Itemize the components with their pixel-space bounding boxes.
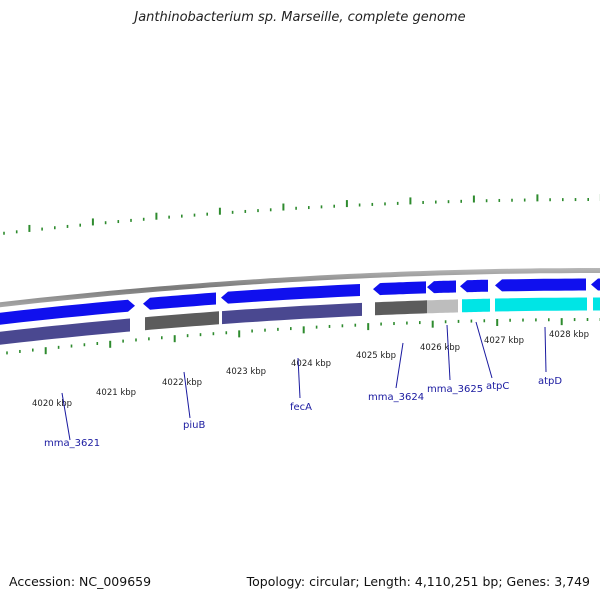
cds-mma_3625: [427, 280, 456, 294]
gene-leader-line: [544, 326, 547, 373]
scale-label: 4021 kbp: [96, 388, 136, 398]
gene-mma_3624: [375, 300, 427, 316]
scale-label: 4025 kbp: [356, 351, 396, 361]
gene-leader-line: [183, 371, 191, 419]
cds-atpC: [460, 279, 488, 293]
gene-label: atpC: [486, 381, 509, 392]
backbone-track: [0, 268, 600, 308]
scale-label: 4026 kbp: [420, 343, 460, 353]
gene-leader-line: [61, 392, 71, 441]
gene-label: mma_3624: [368, 392, 424, 403]
gene-label: piuB: [183, 420, 205, 431]
gene-leader-line: [446, 324, 451, 381]
cds-next: [591, 278, 600, 291]
accession-label: Accession: NC_009659: [9, 574, 152, 589]
gene-atpD: [495, 297, 587, 312]
scale-label: 4027 kbp: [484, 336, 524, 346]
cds-mma_3624: [373, 281, 426, 296]
gene-leader-line: [395, 342, 404, 389]
cds-mma_3621: [0, 299, 135, 325]
gene-leader-line: [297, 357, 301, 399]
gene-mma_3625: [427, 299, 458, 314]
gene-label: mma_3625: [427, 384, 483, 395]
gene-label: atpD: [538, 376, 562, 387]
gene-atpC: [462, 298, 490, 313]
scale-label: 4023 kbp: [226, 367, 266, 377]
gene-next: [593, 297, 600, 311]
scale-label: 4020 kbp: [32, 399, 72, 409]
gene-fecA: [222, 302, 362, 325]
topology-label: Topology: circular; Length: 4,110,251 bp…: [246, 574, 590, 589]
gene-mma_3621: [0, 318, 130, 345]
cds-atpD: [495, 278, 586, 292]
scale-label: 4024 kbp: [291, 359, 331, 369]
gene-label: mma_3621: [44, 438, 100, 449]
map-title: Janthinobacterium sp. Marseille, complet…: [134, 10, 466, 25]
cds-piuB: [143, 292, 216, 310]
scale-label: 4028 kbp: [549, 330, 589, 340]
gene-piuB: [145, 311, 219, 331]
gene-label: fecA: [290, 402, 312, 413]
scale-label: 4022 kbp: [162, 378, 202, 388]
cds-fecA: [221, 284, 360, 304]
gene-leader-line: [475, 321, 493, 379]
